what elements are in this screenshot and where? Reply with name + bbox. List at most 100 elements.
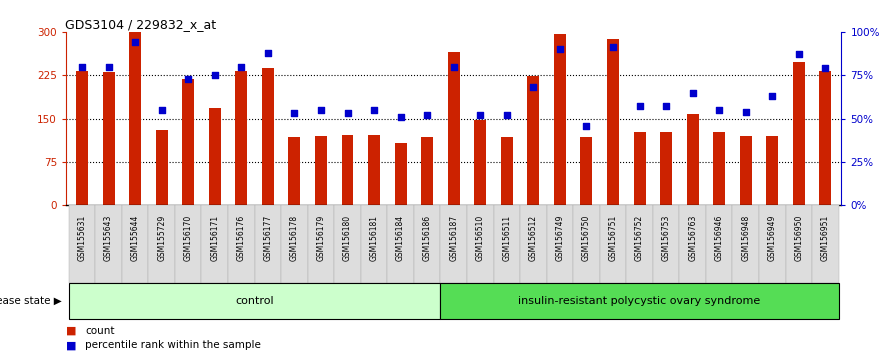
Point: [606, 45, 620, 50]
Text: GSM156753: GSM156753: [662, 215, 670, 261]
Text: disease state ▶: disease state ▶: [0, 296, 62, 306]
Bar: [528, 76, 539, 205]
Bar: [554, 34, 566, 205]
Point: [766, 93, 780, 99]
Bar: [361, 205, 388, 283]
Bar: [175, 205, 202, 283]
Point: [394, 114, 408, 120]
Point: [128, 39, 142, 45]
Bar: [307, 205, 334, 283]
Bar: [633, 132, 646, 205]
Text: GSM156750: GSM156750: [582, 215, 591, 261]
Bar: [421, 137, 433, 205]
Bar: [706, 205, 732, 283]
Bar: [395, 143, 407, 205]
Bar: [448, 52, 460, 205]
Point: [101, 64, 115, 69]
Text: GSM156177: GSM156177: [263, 215, 272, 261]
Point: [261, 50, 275, 56]
Point: [340, 110, 354, 116]
Bar: [262, 68, 274, 205]
Text: control: control: [235, 296, 274, 306]
Bar: [679, 205, 706, 283]
Text: GSM155644: GSM155644: [130, 215, 139, 261]
Point: [792, 52, 806, 57]
Bar: [793, 62, 805, 205]
Point: [420, 112, 434, 118]
Text: GDS3104 / 229832_x_at: GDS3104 / 229832_x_at: [64, 18, 216, 31]
Point: [287, 110, 301, 116]
Bar: [786, 205, 812, 283]
Bar: [69, 283, 440, 319]
Bar: [156, 130, 167, 205]
Text: GSM155729: GSM155729: [157, 215, 167, 261]
Point: [685, 90, 700, 96]
Bar: [759, 205, 786, 283]
Text: GSM156751: GSM156751: [609, 215, 618, 261]
Bar: [474, 120, 486, 205]
Text: GSM156178: GSM156178: [290, 215, 299, 261]
Text: GSM156176: GSM156176: [237, 215, 246, 261]
Point: [181, 76, 196, 81]
Bar: [209, 108, 221, 205]
Bar: [653, 205, 679, 283]
Bar: [766, 136, 778, 205]
Point: [75, 64, 89, 69]
Point: [633, 104, 647, 109]
Point: [367, 107, 381, 113]
Bar: [600, 205, 626, 283]
Text: GSM156187: GSM156187: [449, 215, 458, 261]
Bar: [467, 205, 493, 283]
Point: [553, 46, 567, 52]
Bar: [122, 205, 148, 283]
Text: GSM156510: GSM156510: [476, 215, 485, 261]
Bar: [69, 205, 95, 283]
Bar: [76, 70, 88, 205]
Text: GSM156170: GSM156170: [184, 215, 193, 261]
Bar: [581, 137, 592, 205]
Bar: [342, 135, 353, 205]
Bar: [500, 137, 513, 205]
Bar: [130, 32, 141, 205]
Point: [526, 85, 540, 90]
Bar: [660, 132, 672, 205]
Text: GSM156179: GSM156179: [316, 215, 325, 261]
Bar: [546, 205, 574, 283]
Point: [580, 123, 594, 129]
Bar: [95, 205, 122, 283]
Text: GSM156512: GSM156512: [529, 215, 538, 261]
Text: GSM156948: GSM156948: [741, 215, 751, 261]
Bar: [520, 205, 546, 283]
Text: GSM156184: GSM156184: [396, 215, 405, 261]
Bar: [414, 205, 440, 283]
Text: GSM156180: GSM156180: [343, 215, 352, 261]
Bar: [334, 205, 361, 283]
Bar: [235, 71, 248, 205]
Text: GSM156171: GSM156171: [211, 215, 219, 261]
Bar: [148, 205, 175, 283]
Bar: [288, 137, 300, 205]
Bar: [388, 205, 414, 283]
Bar: [255, 205, 281, 283]
Text: GSM156950: GSM156950: [795, 215, 803, 261]
Point: [739, 109, 753, 114]
Text: ■: ■: [66, 340, 80, 350]
Point: [659, 104, 673, 109]
Bar: [440, 205, 467, 283]
Bar: [368, 135, 380, 205]
Bar: [607, 39, 619, 205]
Bar: [493, 205, 520, 283]
Text: GSM156949: GSM156949: [768, 215, 777, 261]
Text: GSM156186: GSM156186: [423, 215, 432, 261]
Bar: [182, 79, 194, 205]
Text: percentile rank within the sample: percentile rank within the sample: [85, 340, 262, 350]
Point: [234, 64, 248, 69]
Point: [818, 65, 833, 71]
Text: GSM156951: GSM156951: [821, 215, 830, 261]
Point: [473, 112, 487, 118]
Bar: [202, 205, 228, 283]
Bar: [626, 205, 653, 283]
Point: [712, 107, 726, 113]
Text: GSM156181: GSM156181: [369, 215, 379, 261]
Text: count: count: [85, 326, 115, 336]
